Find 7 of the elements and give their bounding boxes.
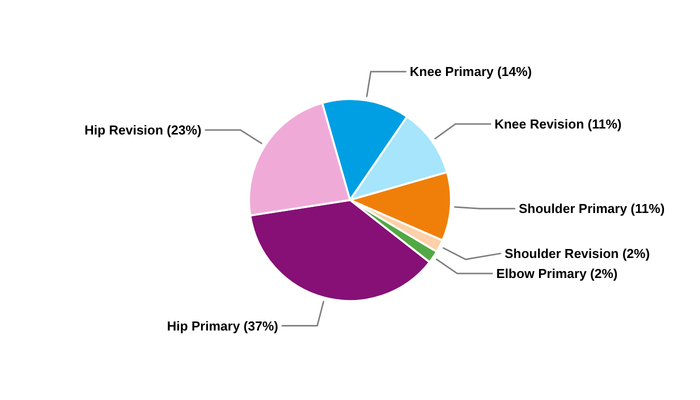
slice-label: Shoulder Primary (11%)	[518, 201, 665, 216]
slice-label: Shoulder Revision (2%)	[504, 246, 650, 261]
slice-label: Knee Revision (11%)	[494, 116, 622, 132]
slice-label: Hip Primary (37%)	[166, 318, 278, 334]
slice-label: Elbow Primary (2%)	[496, 266, 618, 281]
slice-label: Hip Revision (23%)	[84, 122, 202, 138]
slice-label: Knee Primary (14%)	[410, 64, 532, 80]
